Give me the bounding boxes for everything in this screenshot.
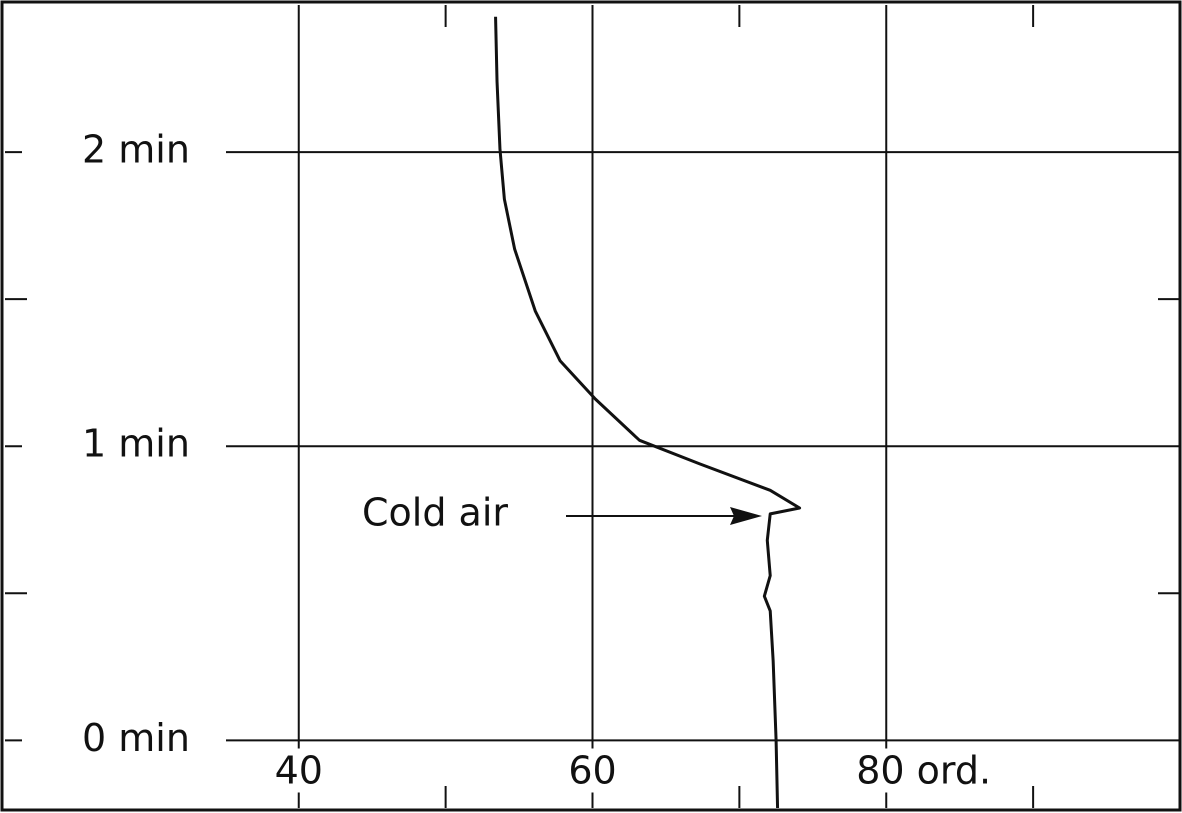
x-tick-label: 40 [275,749,323,793]
y-tick-label: 2 min [82,128,190,172]
y-tick-label: 0 min [82,716,190,760]
x-tick-label: 80 ord. [856,749,991,793]
label-background [562,748,623,793]
line [494,16,802,809]
label-background [880,748,1028,793]
x-tick-label: 60 [568,749,616,793]
annotation: Cold air [362,491,508,535]
arrow-head [730,507,762,525]
label-background [268,748,329,793]
y-tick-label: 1 min [82,422,190,466]
